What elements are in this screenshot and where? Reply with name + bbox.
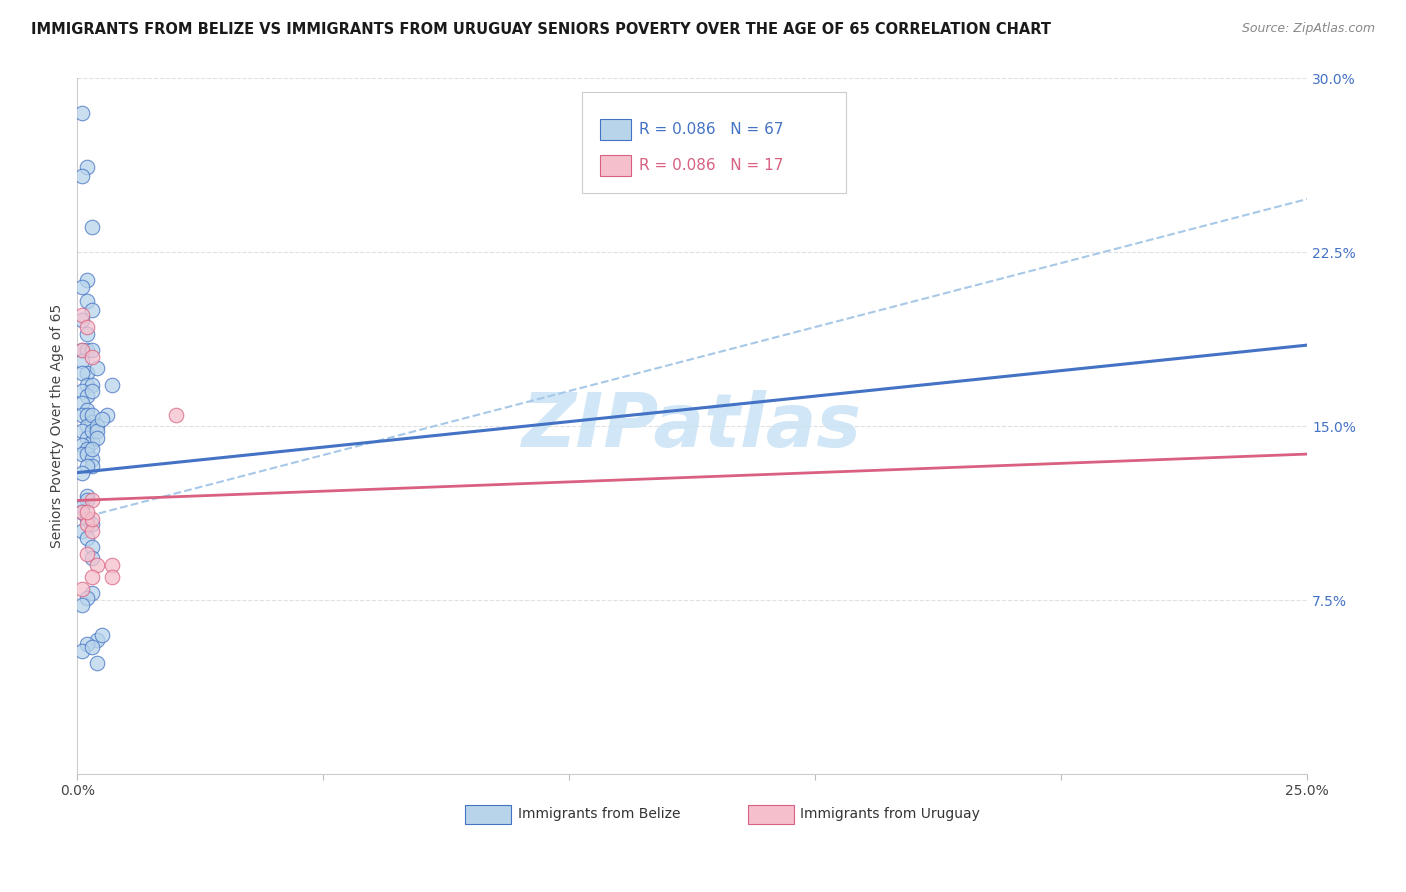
Point bbox=[76, 389, 98, 403]
Point bbox=[76, 442, 98, 457]
Point bbox=[82, 415, 104, 429]
Point bbox=[72, 582, 94, 596]
Point bbox=[72, 408, 94, 422]
FancyBboxPatch shape bbox=[748, 805, 794, 824]
Point bbox=[76, 505, 98, 519]
Point bbox=[86, 424, 108, 438]
Point bbox=[76, 377, 98, 392]
Point bbox=[72, 343, 94, 357]
Point bbox=[76, 516, 98, 531]
Point bbox=[72, 644, 94, 658]
Point bbox=[96, 408, 118, 422]
Point bbox=[72, 308, 94, 322]
Point bbox=[82, 377, 104, 392]
Point bbox=[82, 408, 104, 422]
Point bbox=[82, 451, 104, 466]
Point bbox=[76, 319, 98, 334]
FancyBboxPatch shape bbox=[600, 155, 631, 176]
Point bbox=[86, 632, 108, 647]
Text: Source: ZipAtlas.com: Source: ZipAtlas.com bbox=[1241, 22, 1375, 36]
Point bbox=[76, 408, 98, 422]
Point bbox=[76, 160, 98, 174]
Point bbox=[82, 570, 104, 584]
Point bbox=[101, 558, 124, 573]
Text: ZIPatlas: ZIPatlas bbox=[522, 390, 862, 463]
Point bbox=[82, 640, 104, 654]
Point bbox=[82, 524, 104, 538]
Point bbox=[165, 408, 187, 422]
Y-axis label: Seniors Poverty Over the Age of 65: Seniors Poverty Over the Age of 65 bbox=[51, 304, 65, 549]
Point bbox=[72, 598, 94, 612]
Point bbox=[82, 493, 104, 508]
Point bbox=[82, 303, 104, 318]
Point bbox=[91, 412, 114, 426]
Point bbox=[72, 384, 94, 399]
Text: Immigrants from Uruguay: Immigrants from Uruguay bbox=[800, 807, 980, 822]
Point bbox=[76, 447, 98, 461]
Point bbox=[72, 354, 94, 368]
Point bbox=[76, 294, 98, 309]
Point bbox=[82, 350, 104, 364]
Point bbox=[86, 558, 108, 573]
Point bbox=[82, 540, 104, 554]
Text: R = 0.086   N = 17: R = 0.086 N = 17 bbox=[640, 158, 783, 173]
Point bbox=[82, 586, 104, 600]
Point bbox=[76, 458, 98, 473]
Point bbox=[76, 531, 98, 545]
Point bbox=[76, 637, 98, 651]
Point bbox=[72, 366, 94, 380]
Point bbox=[76, 366, 98, 380]
Point bbox=[76, 273, 98, 287]
FancyBboxPatch shape bbox=[600, 119, 631, 140]
Point bbox=[82, 551, 104, 566]
Point bbox=[76, 512, 98, 526]
Point bbox=[76, 343, 98, 357]
Point bbox=[76, 403, 98, 417]
Point bbox=[72, 106, 94, 120]
FancyBboxPatch shape bbox=[582, 93, 846, 194]
Point bbox=[91, 628, 114, 642]
Point bbox=[82, 219, 104, 234]
Point bbox=[72, 438, 94, 452]
Point bbox=[72, 169, 94, 183]
Point bbox=[76, 419, 98, 434]
Point bbox=[101, 377, 124, 392]
Point bbox=[72, 466, 94, 480]
Point bbox=[76, 547, 98, 561]
Point bbox=[72, 312, 94, 326]
Point bbox=[72, 447, 94, 461]
Point bbox=[86, 419, 108, 434]
Point bbox=[86, 431, 108, 445]
Point bbox=[76, 326, 98, 341]
Point bbox=[82, 512, 104, 526]
Point bbox=[76, 591, 98, 605]
Text: IMMIGRANTS FROM BELIZE VS IMMIGRANTS FROM URUGUAY SENIORS POVERTY OVER THE AGE O: IMMIGRANTS FROM BELIZE VS IMMIGRANTS FRO… bbox=[31, 22, 1050, 37]
Point bbox=[76, 431, 98, 445]
Point bbox=[86, 656, 108, 670]
Point bbox=[82, 442, 104, 457]
Point bbox=[72, 505, 94, 519]
Point bbox=[86, 361, 108, 376]
Point bbox=[76, 493, 98, 508]
Point bbox=[82, 435, 104, 450]
Point bbox=[101, 570, 124, 584]
Text: Immigrants from Belize: Immigrants from Belize bbox=[517, 807, 681, 822]
Point bbox=[72, 343, 94, 357]
Point bbox=[82, 516, 104, 531]
Point bbox=[76, 489, 98, 503]
FancyBboxPatch shape bbox=[465, 805, 512, 824]
Point bbox=[82, 384, 104, 399]
Point bbox=[82, 458, 104, 473]
Point bbox=[72, 505, 94, 519]
Point bbox=[72, 280, 94, 294]
Point bbox=[72, 396, 94, 410]
Point bbox=[82, 343, 104, 357]
Point bbox=[82, 424, 104, 438]
Point bbox=[72, 500, 94, 515]
Point bbox=[72, 424, 94, 438]
Point bbox=[72, 524, 94, 538]
Text: R = 0.086   N = 67: R = 0.086 N = 67 bbox=[640, 121, 785, 136]
